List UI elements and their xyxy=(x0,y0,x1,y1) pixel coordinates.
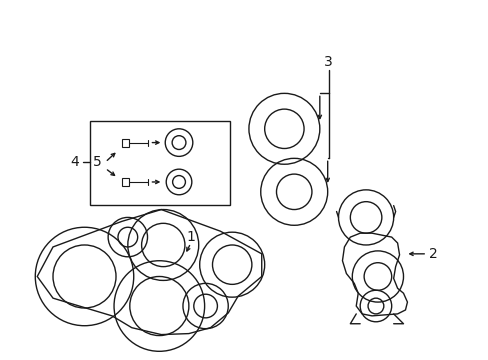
Text: 4: 4 xyxy=(70,155,79,169)
Bar xyxy=(90,121,230,204)
Text: 3: 3 xyxy=(324,55,332,69)
Text: 5: 5 xyxy=(93,155,102,169)
Text: 1: 1 xyxy=(186,230,195,244)
Text: 2: 2 xyxy=(428,247,437,261)
Bar xyxy=(122,178,128,186)
Bar xyxy=(122,139,128,147)
